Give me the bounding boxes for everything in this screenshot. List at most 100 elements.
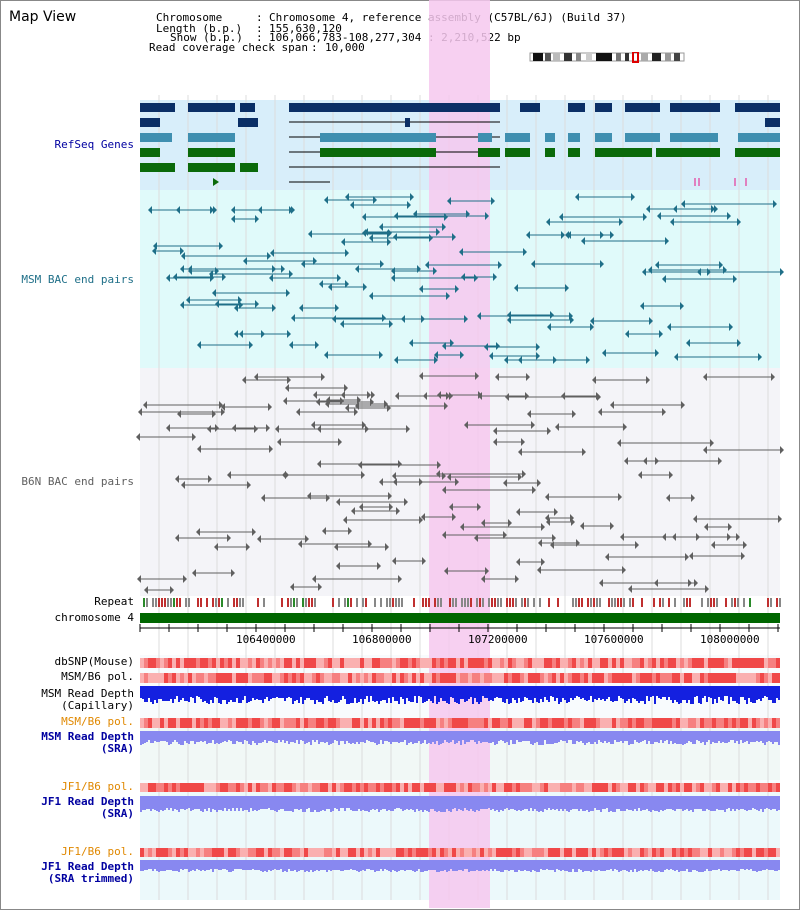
heat-cell — [144, 783, 148, 792]
depth-bar — [306, 860, 308, 871]
depth-bar — [462, 731, 464, 740]
msm-bac-pair-end — [590, 323, 594, 331]
depth-bar — [536, 686, 538, 702]
b6n-bac-pair-end — [196, 528, 200, 536]
depth-bar — [558, 731, 560, 742]
track-label-b6n-bac[interactable]: B6N BAC end pairs — [21, 475, 134, 488]
depth-bar — [290, 796, 292, 811]
msm-bac-pair-end — [362, 229, 366, 237]
depth-bar — [162, 686, 164, 701]
track-label-jf1-depth-trimmed[interactable]: JF1 Read Depth — [41, 860, 134, 873]
repeat-block — [170, 598, 172, 607]
gene-exon — [140, 118, 160, 127]
depth-bar — [206, 860, 208, 870]
depth-bar — [378, 796, 380, 812]
track-label-jf1-b6-pol[interactable]: JF1/B6 pol. — [61, 780, 134, 793]
track-label-msm-bac[interactable]: MSM BAC end pairs — [21, 273, 134, 286]
depth-bar — [148, 731, 150, 740]
heat-cell — [152, 783, 156, 792]
depth-bar — [372, 731, 374, 742]
track-label-msm-b6-pol[interactable]: MSM/B6 pol. — [61, 670, 134, 683]
depth-bar — [338, 686, 340, 702]
heat-cell — [632, 718, 636, 728]
depth-bar — [170, 731, 172, 744]
heat-cell — [240, 848, 244, 857]
depth-bar — [712, 686, 714, 704]
chromosome-ideogram[interactable] — [528, 52, 688, 64]
depth-bar — [562, 796, 564, 811]
repeat-block — [143, 598, 145, 607]
track-label-jf1-depth-sra[interactable]: JF1 Read Depth — [41, 795, 134, 808]
track-label-msm-depth-sra[interactable]: MSM Read Depth — [41, 730, 134, 743]
gene-exon — [505, 148, 530, 157]
axis-tick-label: 107600000 — [584, 633, 644, 646]
depth-bar — [538, 731, 540, 745]
track-label-msm-depth-capillary[interactable]: MSM Read Depth — [41, 687, 134, 700]
track-label-repeat[interactable]: Repeat — [94, 595, 134, 608]
depth-bar — [338, 796, 340, 811]
depth-bar — [728, 686, 730, 704]
b6n-bac-pair-end — [175, 475, 179, 483]
depth-bar — [512, 686, 514, 698]
depth-bar — [472, 796, 474, 811]
repeat-block — [455, 598, 457, 607]
depth-bar — [420, 860, 422, 872]
track-label-jf1-b6-pol-2[interactable]: JF1/B6 pol. — [61, 845, 134, 858]
depth-bar — [378, 860, 380, 871]
heat-cell — [676, 848, 680, 857]
b6n-bac-pair-end — [464, 421, 468, 429]
heat-cell — [588, 673, 592, 683]
track-label-dbsnp[interactable]: dbSNP(Mouse) — [54, 655, 134, 668]
depth-bar — [522, 731, 524, 741]
depth-bar — [404, 796, 406, 810]
depth-bar — [572, 860, 574, 869]
depth-bar — [512, 796, 514, 809]
depth-bar — [508, 860, 510, 871]
depth-bar — [612, 731, 614, 744]
heat-cell — [264, 673, 268, 683]
depth-bar — [520, 731, 522, 742]
heat-cell — [676, 673, 680, 683]
msm-bac-pair-end — [536, 352, 540, 360]
msm-bac-pair-end — [575, 193, 579, 201]
heat-cell — [608, 658, 612, 668]
heat-cell — [176, 658, 180, 668]
b6n-bac-pair-end — [227, 471, 231, 479]
depth-bar — [770, 860, 772, 870]
depth-bar — [694, 860, 696, 870]
depth-bar — [582, 796, 584, 811]
heat-cell — [480, 783, 484, 792]
heat-cell — [764, 658, 768, 668]
heat-cell — [480, 673, 484, 683]
heat-cell — [336, 718, 340, 728]
msm-bac-pair-end — [434, 356, 438, 364]
depth-bar — [462, 686, 464, 699]
heat-cell — [324, 658, 328, 668]
track-label-msm-b6-pol-2[interactable]: MSM/B6 pol. — [61, 715, 134, 728]
depth-bar — [460, 860, 462, 870]
msm-bac-pair-end — [391, 274, 395, 282]
heat-cell — [636, 848, 640, 857]
b6n-bac-pair-end — [572, 410, 576, 418]
heat-cell — [408, 848, 412, 857]
depth-bar — [358, 686, 360, 702]
repeat-block — [488, 598, 490, 607]
heat-cell — [480, 718, 484, 728]
depth-bar — [186, 731, 188, 743]
heat-cell — [308, 848, 312, 857]
depth-bar — [500, 686, 502, 698]
depth-bar — [304, 731, 306, 744]
depth-bar — [706, 731, 708, 742]
track-label-refseq[interactable]: RefSeq Genes — [54, 138, 134, 151]
heat-cell — [528, 848, 532, 857]
depth-bar — [636, 686, 638, 701]
heat-cell — [604, 718, 608, 728]
msm-bac-pair-end — [219, 242, 223, 250]
depth-bar — [670, 796, 672, 809]
depth-bar — [578, 860, 580, 869]
depth-bar — [778, 860, 780, 870]
chromosome-key: Chromosome — [156, 11, 223, 24]
depth-bar — [468, 796, 470, 811]
depth-bar — [652, 860, 654, 871]
